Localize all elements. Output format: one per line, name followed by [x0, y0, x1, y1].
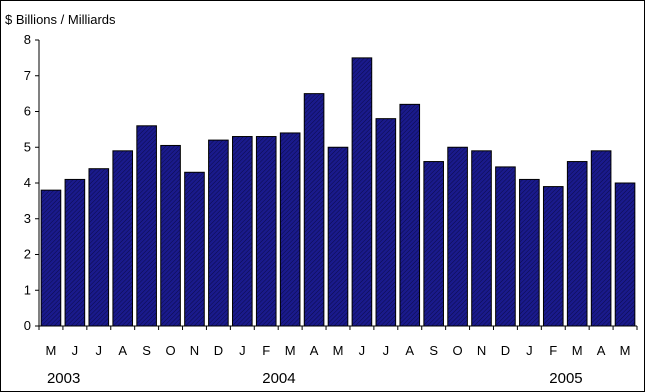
x-tick-label: J — [383, 343, 390, 358]
x-tick-label: J — [96, 343, 103, 358]
x-tick-label: J — [526, 343, 533, 358]
x-tick-label: J — [359, 343, 366, 358]
x-tick-label: O — [165, 343, 175, 358]
bar — [184, 171, 205, 327]
bar — [255, 136, 277, 327]
x-tick-label: M — [333, 343, 344, 358]
bar — [351, 57, 373, 327]
x-tick-label: J — [239, 343, 246, 358]
bar — [327, 146, 349, 327]
x-tick-label: M — [572, 343, 583, 358]
year-labels: 2003 2004 2005 — [47, 370, 583, 387]
bar — [88, 168, 110, 327]
y-tick-label: 4 — [24, 175, 31, 190]
x-tick-label: N — [190, 343, 199, 358]
x-tick-label: F — [549, 343, 557, 358]
bar — [566, 161, 588, 327]
x-tick-label: S — [429, 343, 438, 358]
y-tick-label: 0 — [24, 318, 31, 333]
x-tick-label: A — [597, 343, 606, 358]
unit-label: $ Billions / Milliards — [5, 12, 116, 27]
bar — [519, 178, 540, 327]
x-tick-label: O — [453, 343, 463, 358]
y-axis: 0 1 2 3 4 5 6 7 8 — [24, 32, 40, 333]
bar — [590, 150, 612, 327]
year-label: 2003 — [47, 370, 80, 387]
year-label: 2004 — [262, 370, 295, 387]
x-tick-label: A — [405, 343, 414, 358]
x-tick-label: M — [620, 343, 631, 358]
bar — [399, 103, 421, 327]
year-label: 2005 — [549, 370, 582, 387]
bar — [136, 125, 157, 327]
bar — [375, 118, 397, 327]
x-tick-label: D — [501, 343, 510, 358]
x-tick-label: S — [142, 343, 151, 358]
x-tick-label: A — [310, 343, 319, 358]
bar — [232, 136, 253, 327]
bars — [40, 57, 636, 327]
bar — [542, 186, 564, 327]
bar — [160, 144, 181, 327]
y-tick-label: 6 — [24, 104, 31, 119]
x-tick-label: A — [118, 343, 127, 358]
x-tick-label: N — [477, 343, 486, 358]
y-tick-label: 3 — [24, 211, 31, 226]
bar — [423, 161, 444, 327]
x-tick-label: F — [262, 343, 270, 358]
y-tick-label: 1 — [24, 282, 31, 297]
bar — [112, 150, 134, 327]
x-tick-label: J — [72, 343, 79, 358]
bar — [40, 189, 62, 327]
y-tick-label: 7 — [24, 68, 31, 83]
x-tick-label: D — [214, 343, 223, 358]
bar — [614, 182, 636, 327]
bar — [303, 93, 325, 327]
x-tick-label: M — [46, 343, 57, 358]
x-tick-label: M — [285, 343, 296, 358]
y-tick-label: 5 — [24, 139, 31, 154]
y-tick-label: 2 — [24, 247, 31, 262]
bar — [208, 139, 229, 327]
bar — [471, 150, 492, 327]
bar — [279, 132, 301, 327]
y-tick-label: 8 — [24, 32, 31, 47]
bar — [64, 178, 86, 327]
bar — [447, 146, 468, 327]
bar — [495, 166, 516, 327]
